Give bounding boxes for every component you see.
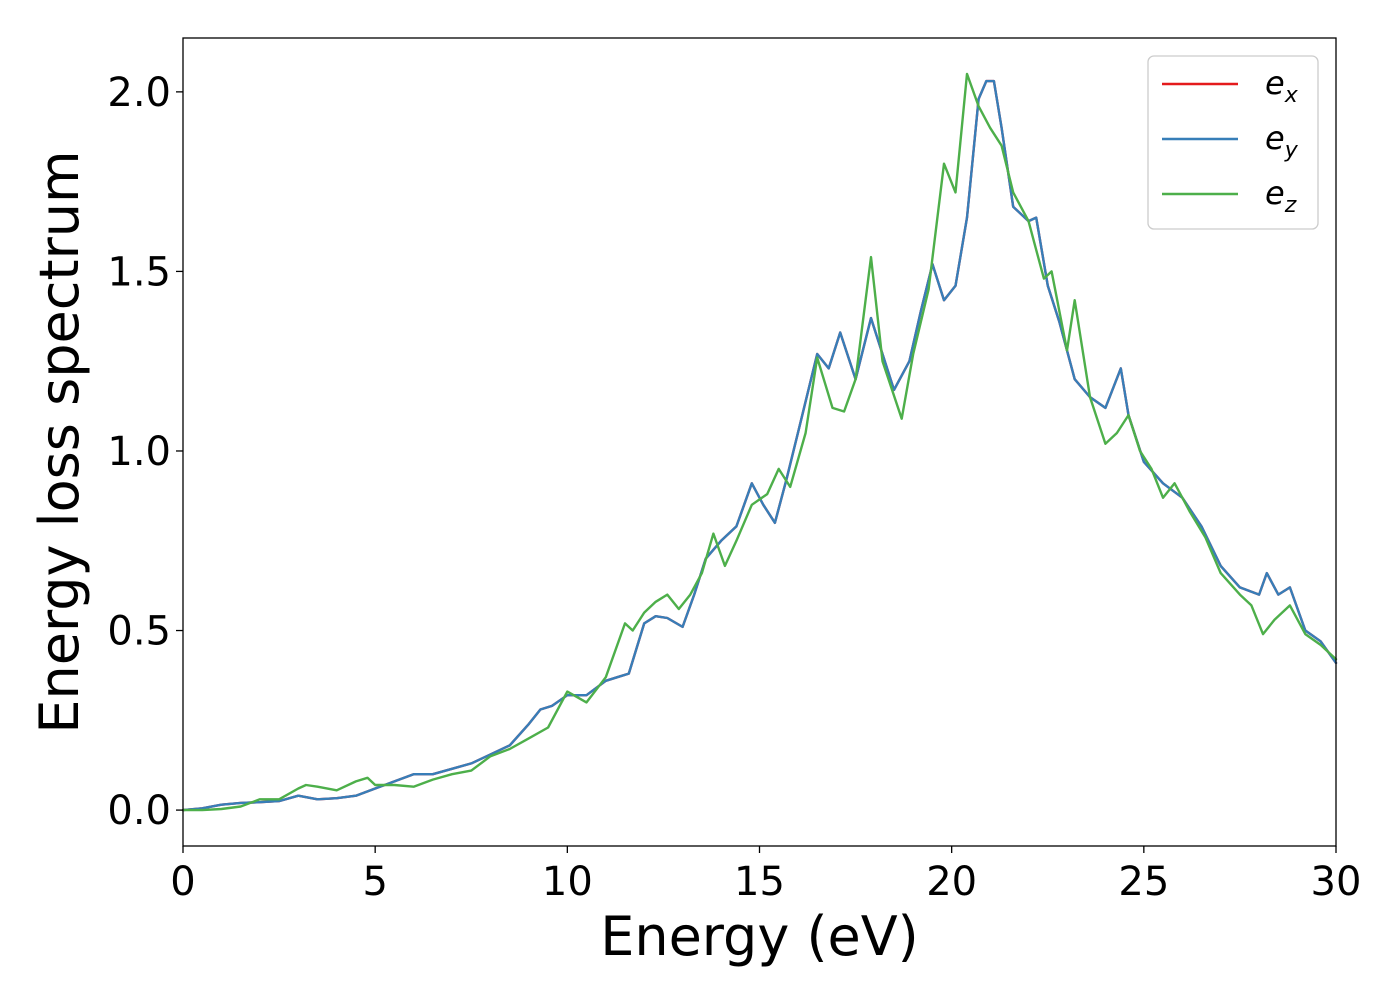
legend-label-z: ez [1265,174,1297,218]
y-tick-label: 1.5 [107,249,171,295]
x-tick-label: 30 [1311,859,1362,905]
x-tick-label: 15 [734,859,785,905]
legend-label-base: e [1265,119,1285,157]
y-tick-label: 1.0 [107,429,171,475]
legend-label-x: ex [1265,64,1299,108]
x-tick-label: 0 [170,859,195,905]
y-axis: 0.0 0.5 1.0 1.5 2.0 [107,70,183,834]
legend-box [1147,55,1319,230]
x-tick-label: 10 [542,859,593,905]
legend-label-sub: z [1284,193,1297,218]
legend-label-base: e [1265,174,1285,212]
legend-label-sub: x [1284,83,1299,108]
legend-label-base: e [1265,64,1285,102]
y-tick-label: 2.0 [107,70,171,116]
legend-label-y: ey [1265,119,1299,163]
series-line-z [181,72,1338,812]
x-axis-title: Energy (eV) [600,905,919,968]
y-tick-label: 0.0 [107,788,171,834]
legend-label-sub: y [1284,138,1299,163]
x-axis: 0 5 10 15 20 25 30 [170,846,1361,905]
y-tick-label: 0.5 [107,609,171,655]
x-tick-label: 5 [362,859,387,905]
y-axis-title: Energy loss spectrum [28,150,91,733]
plot-area [183,38,1336,846]
x-tick-label: 20 [926,859,977,905]
x-tick-label: 25 [1118,859,1169,905]
series-layer [181,72,1338,812]
